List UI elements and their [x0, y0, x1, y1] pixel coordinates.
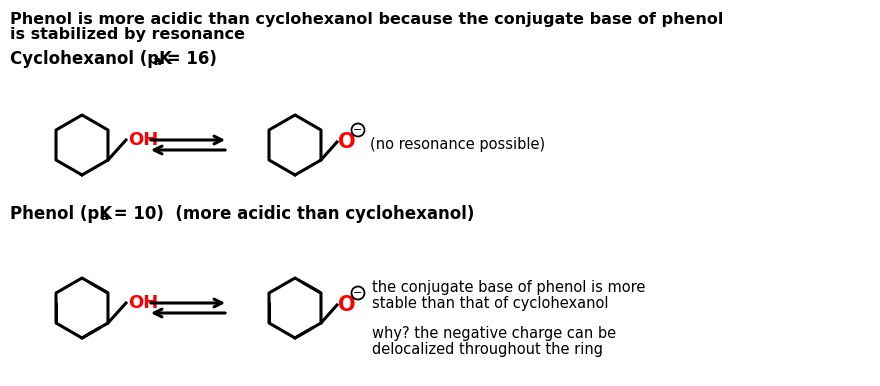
Text: why? the negative charge can be: why? the negative charge can be	[372, 326, 616, 341]
Text: Cyclohexanol (pK: Cyclohexanol (pK	[10, 50, 172, 68]
Text: a: a	[99, 210, 108, 223]
Text: OH: OH	[128, 294, 158, 312]
Text: O: O	[338, 295, 356, 315]
Text: = 10)  (more acidic than cyclohexanol): = 10) (more acidic than cyclohexanol)	[108, 205, 474, 223]
Text: O: O	[338, 132, 356, 152]
Text: a: a	[152, 55, 161, 68]
Text: Phenol is more acidic than cyclohexanol because the conjugate base of phenol: Phenol is more acidic than cyclohexanol …	[10, 12, 723, 27]
Text: is stabilized by resonance: is stabilized by resonance	[10, 27, 245, 42]
Text: the conjugate base of phenol is more: the conjugate base of phenol is more	[372, 280, 645, 295]
Text: −: −	[353, 125, 363, 135]
Text: OH: OH	[128, 131, 158, 149]
Text: (no resonance possible): (no resonance possible)	[370, 137, 545, 152]
Text: = 16): = 16)	[161, 50, 216, 68]
Text: delocalized throughout the ring: delocalized throughout the ring	[372, 342, 603, 357]
Text: stable than that of cyclohexanol: stable than that of cyclohexanol	[372, 296, 608, 311]
Text: Phenol (pK: Phenol (pK	[10, 205, 112, 223]
Text: −: −	[353, 288, 363, 298]
